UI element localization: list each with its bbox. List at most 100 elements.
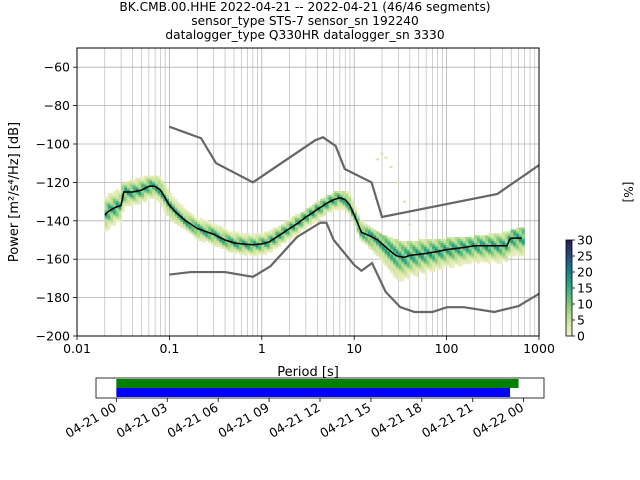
density-cell — [250, 240, 254, 244]
density-cell — [482, 258, 486, 261]
density-cell — [227, 242, 231, 245]
density-cell — [381, 250, 385, 253]
density-cell — [267, 250, 271, 253]
density-cell — [289, 225, 293, 228]
density-cell — [412, 265, 416, 269]
density-cell — [482, 237, 486, 240]
density-cell — [378, 256, 383, 259]
density-cell — [502, 248, 506, 251]
density-cell — [213, 231, 217, 234]
density-cell — [384, 258, 388, 261]
density-cell — [163, 191, 167, 194]
density-cell — [502, 242, 506, 245]
density-cell — [345, 210, 349, 213]
density-cell — [219, 235, 223, 238]
density-cell — [490, 235, 495, 238]
density-cell — [197, 229, 201, 232]
density-cell — [395, 248, 399, 251]
density-cell — [451, 252, 455, 255]
density-cell — [446, 242, 450, 245]
density-cell — [208, 235, 212, 238]
density-cell — [448, 244, 453, 247]
density-cell — [127, 181, 131, 184]
density-cell — [451, 237, 455, 240]
density-cell — [392, 246, 397, 249]
density-cell — [115, 196, 119, 199]
density-cell — [233, 244, 237, 247]
density-cell — [348, 210, 352, 213]
density-cell — [138, 202, 142, 205]
density-cell — [404, 248, 408, 251]
density-cell — [468, 252, 472, 255]
density-cell — [389, 166, 393, 169]
density-cell — [434, 246, 439, 249]
density-cell — [336, 204, 341, 207]
density-cell — [269, 237, 273, 240]
density-cell — [278, 242, 282, 245]
density-cell — [115, 191, 119, 194]
density-cell — [199, 221, 203, 224]
density-cell — [143, 194, 147, 197]
density-cell — [426, 244, 430, 247]
density-cell — [345, 198, 349, 201]
density-cell — [426, 265, 430, 269]
density-cell — [460, 258, 464, 261]
density-cell — [457, 240, 461, 244]
density-cell — [443, 258, 447, 261]
density-cell — [322, 212, 327, 215]
density-cell — [390, 267, 394, 270]
density-cell — [510, 246, 514, 249]
density-cell — [261, 246, 265, 249]
density-cell — [309, 221, 313, 224]
density-cell — [233, 237, 237, 240]
density-cell — [446, 260, 450, 263]
density-cell — [412, 258, 416, 261]
density-cell — [510, 242, 514, 245]
density-cell — [334, 196, 338, 199]
density-cell — [157, 198, 161, 201]
density-cell — [155, 183, 159, 186]
density-cell — [493, 248, 497, 251]
density-cell — [104, 204, 108, 207]
density-cell — [155, 177, 159, 180]
density-cell — [423, 262, 427, 265]
density-cell — [118, 192, 122, 196]
density-cell — [258, 240, 262, 244]
density-cell — [390, 256, 394, 259]
density-cell — [376, 244, 380, 247]
density-cell — [295, 225, 299, 228]
density-cell — [152, 183, 156, 186]
density-cell — [359, 225, 363, 228]
density-cell — [138, 181, 142, 184]
density-cell — [171, 200, 175, 203]
density-cell — [118, 194, 122, 197]
density-cell — [255, 233, 259, 236]
density-cell — [143, 177, 147, 180]
density-cell — [258, 250, 262, 253]
density-cell — [516, 231, 520, 234]
density-cell — [485, 248, 489, 251]
density-cell — [222, 229, 226, 232]
density-cell — [457, 244, 461, 247]
density-cell — [376, 246, 380, 249]
density-cell — [121, 202, 125, 205]
density-cell — [264, 244, 268, 247]
density-cell — [367, 225, 371, 228]
density-cell — [177, 208, 181, 211]
density-cell — [376, 248, 380, 251]
density-cell — [135, 198, 139, 201]
density-cell — [443, 244, 447, 247]
density-cell — [208, 221, 212, 224]
density-cell — [185, 227, 189, 230]
density-cell — [390, 248, 394, 251]
x-tick-label: 1000 — [523, 341, 555, 356]
density-cell — [474, 258, 478, 261]
density-cell — [516, 233, 520, 236]
density-cell — [339, 194, 343, 197]
density-cell — [303, 223, 307, 226]
density-cell — [129, 202, 133, 205]
density-cell — [283, 223, 287, 226]
density-cell — [155, 187, 159, 190]
density-cell — [160, 196, 164, 199]
density-cell — [490, 237, 495, 240]
